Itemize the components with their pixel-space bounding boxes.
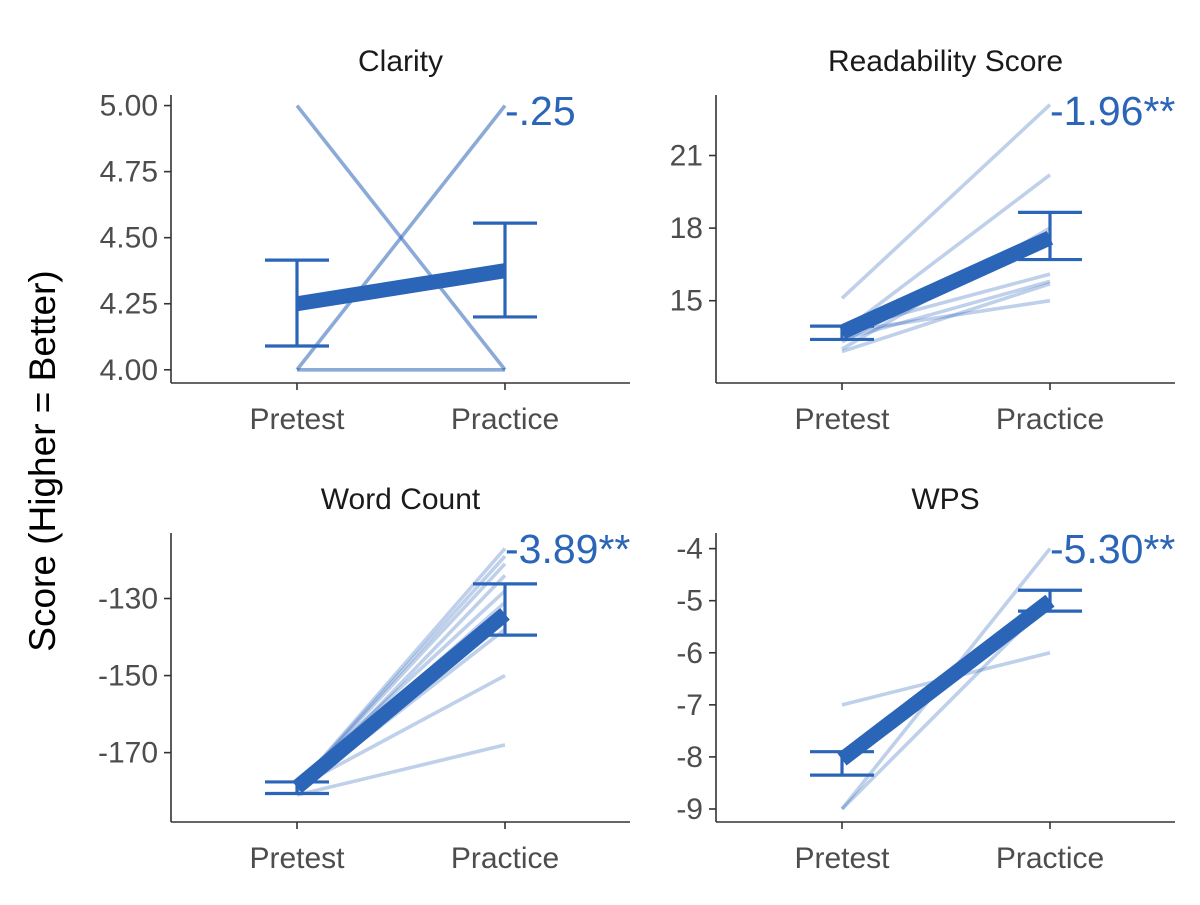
- y-tick-label: -130: [98, 583, 158, 616]
- panel-title: Clarity: [358, 45, 443, 78]
- y-tick-label: -7: [676, 689, 703, 722]
- y-tick-label: -170: [98, 737, 158, 770]
- individual-line: [840, 173, 1052, 334]
- mean-line: [838, 230, 1054, 340]
- panel-title: WPS: [911, 483, 979, 516]
- plot-area: [265, 104, 537, 372]
- y-tick-label: 21: [670, 140, 703, 173]
- effect-annotation: -5.30**: [1050, 526, 1175, 572]
- y-tick-label: 5.00: [100, 90, 158, 123]
- y-tick-label: 4.00: [100, 354, 158, 387]
- panel-2: Readability Score 15 18 21 Pretest Practice -1…: [670, 45, 1176, 436]
- y-tick-label: 18: [670, 212, 703, 245]
- effect-annotation: -.25: [505, 88, 576, 134]
- individual-line: [296, 743, 506, 797]
- x-tick-label: Pretest: [249, 403, 345, 436]
- y-tick-label: -6: [676, 637, 703, 670]
- plot-area: [265, 547, 537, 797]
- effect-annotation: -3.89**: [505, 526, 630, 572]
- individual-line: [841, 282, 1051, 354]
- y-axis-label: Score (Higher = Better): [22, 270, 63, 651]
- y-tick-label: -9: [676, 793, 703, 826]
- x-tick-label: Pretest: [794, 403, 890, 436]
- panel-title: Word Count: [321, 483, 481, 516]
- panel-1: Clarity 4.00 4.25 4.50 4.75 5.00 Pretest Practi…: [100, 45, 630, 436]
- plot-area: [810, 103, 1082, 354]
- y-tick-label: -150: [98, 660, 158, 693]
- x-tick-label: Pretest: [794, 842, 890, 875]
- x-tick-label: Pretest: [249, 842, 345, 875]
- effect-annotation: -1.96**: [1050, 88, 1175, 134]
- panel-4: WPS -4 -5 -6 -7 -8 -9 Pretest Practice -5.30**: [676, 483, 1175, 875]
- mean-line: [292, 608, 510, 794]
- y-tick-label: -8: [676, 741, 703, 774]
- mean-line: [295, 263, 507, 312]
- y-tick-label: 4.75: [100, 156, 158, 189]
- x-tick-label: Practice: [996, 842, 1104, 875]
- y-tick-label: -4: [676, 533, 703, 566]
- panel-title: Readability Score: [828, 45, 1063, 78]
- x-tick-label: Practice: [451, 403, 559, 436]
- y-tick-label: -5: [676, 585, 703, 618]
- individual-line: [296, 673, 506, 789]
- x-tick-label: Practice: [996, 403, 1104, 436]
- individual-line: [295, 547, 507, 789]
- y-tick-label: 4.50: [100, 222, 158, 255]
- individual-line: [841, 298, 1051, 334]
- individual-line: [840, 103, 1052, 300]
- individual-line: [841, 279, 1051, 342]
- y-tick-label: 15: [670, 285, 703, 318]
- mean-line: [837, 594, 1055, 766]
- panel-3: Word Count -130 -150 -170 Pretest Practice -3.…: [98, 483, 630, 875]
- y-tick-label: 4.25: [100, 288, 158, 321]
- plot-area: [810, 547, 1082, 811]
- x-tick-label: Practice: [451, 842, 559, 875]
- individual-line: [295, 104, 507, 371]
